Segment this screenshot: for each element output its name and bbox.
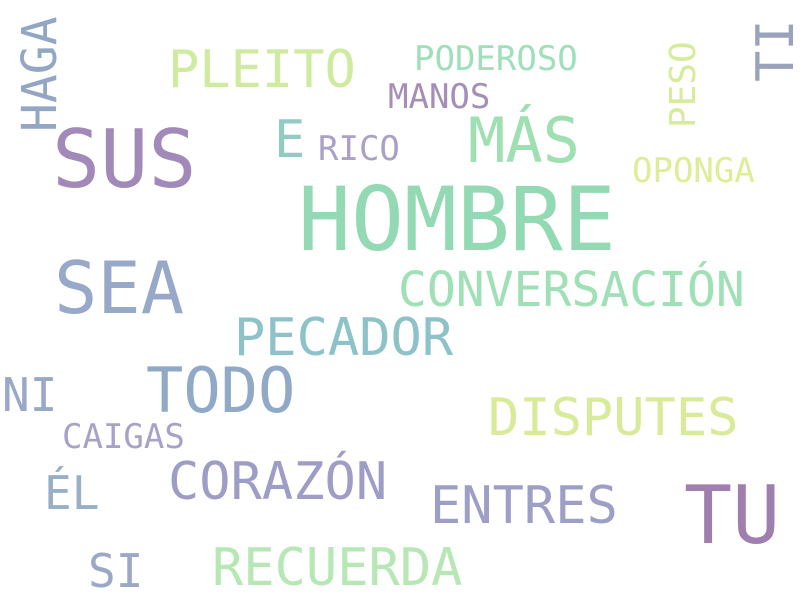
word-todo: TODO [146,354,296,427]
word-entres: ENTRES [430,476,618,536]
word-corazon: CORAZÓN [168,452,388,512]
word-oponga: OPONGA [632,151,755,191]
word-rico: RICO [318,129,400,169]
word-el: ÉL [44,466,100,520]
word-peso: PESO [663,41,704,128]
word-ni: NI [2,368,58,422]
word-poderoso: PODEROSO [414,39,578,79]
word-ti: TI [746,19,800,82]
word-caigas: CAIGAS [62,417,185,457]
word-haga: HAGA [12,16,68,132]
word-manos: MANOS [388,77,491,117]
word-recuerda: RECUERDA [212,538,463,598]
word-pleito: PLEITO [168,40,356,100]
word-hombre: HOMBRE [298,168,616,271]
word-pecador: PECADOR [234,308,454,368]
word-disputes: DISPUTES [488,388,739,448]
word-conversacion: CONVERSACIÓN [398,262,745,318]
word-e: E [274,110,306,170]
word-sea: SEA [54,246,185,330]
word-tu: TU [684,469,781,562]
word-sus: SUS [52,113,197,206]
word-si: SI [88,544,144,598]
word-mas: MÁS [468,104,580,177]
